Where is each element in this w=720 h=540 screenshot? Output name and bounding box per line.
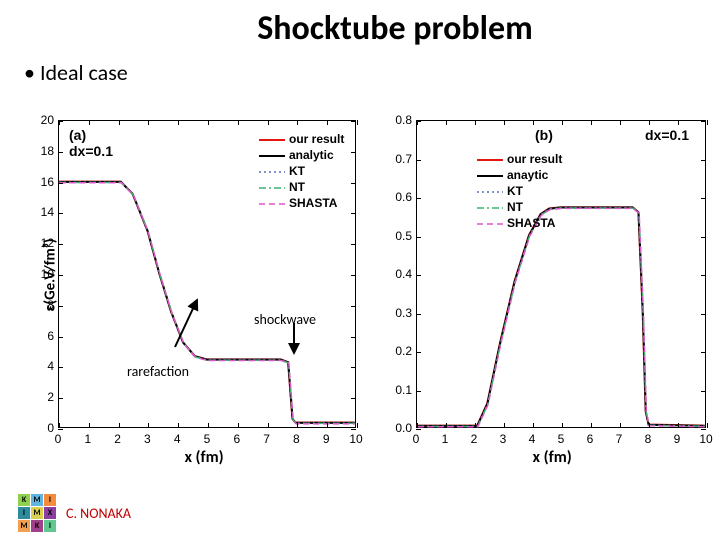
xlabel-a: x (fm) (185, 448, 224, 467)
legend-b: our resultanayticKTNTSHASTA (477, 151, 562, 231)
footer: KMIIMXMKI C. NONAKA (18, 494, 131, 532)
plot-a: (a) dx=0.1 our resultanalyticKTNTSHASTA … (58, 120, 356, 428)
annotation-shockwave: shockwave (254, 311, 316, 328)
annotation-rarefaction: rarefaction (127, 363, 189, 380)
panel-label-b: (b) (535, 127, 553, 143)
author: C. NONAKA (66, 505, 131, 522)
chart-b: v (b) dx=0.1 our resultanayticKTNTSHASTA… (378, 112, 713, 467)
arrow-shockwave (59, 121, 355, 427)
chart-a: ε(Ge.V/fm³) (a) dx=0.1 our resultanalyti… (8, 112, 378, 467)
subtitle-bullet: Ideal case (0, 49, 720, 86)
plot-b: (b) dx=0.1 our resultanayticKTNTSHASTA (416, 120, 706, 428)
xlabel-b: x (fm) (533, 448, 572, 467)
dx-label-b: dx=0.1 (645, 127, 689, 143)
kmi-logo: KMIIMXMKI (18, 494, 56, 532)
page-title: Shocktube problem (0, 0, 720, 49)
charts-container: ε(Ge.V/fm³) (a) dx=0.1 our resultanalyti… (0, 112, 720, 467)
